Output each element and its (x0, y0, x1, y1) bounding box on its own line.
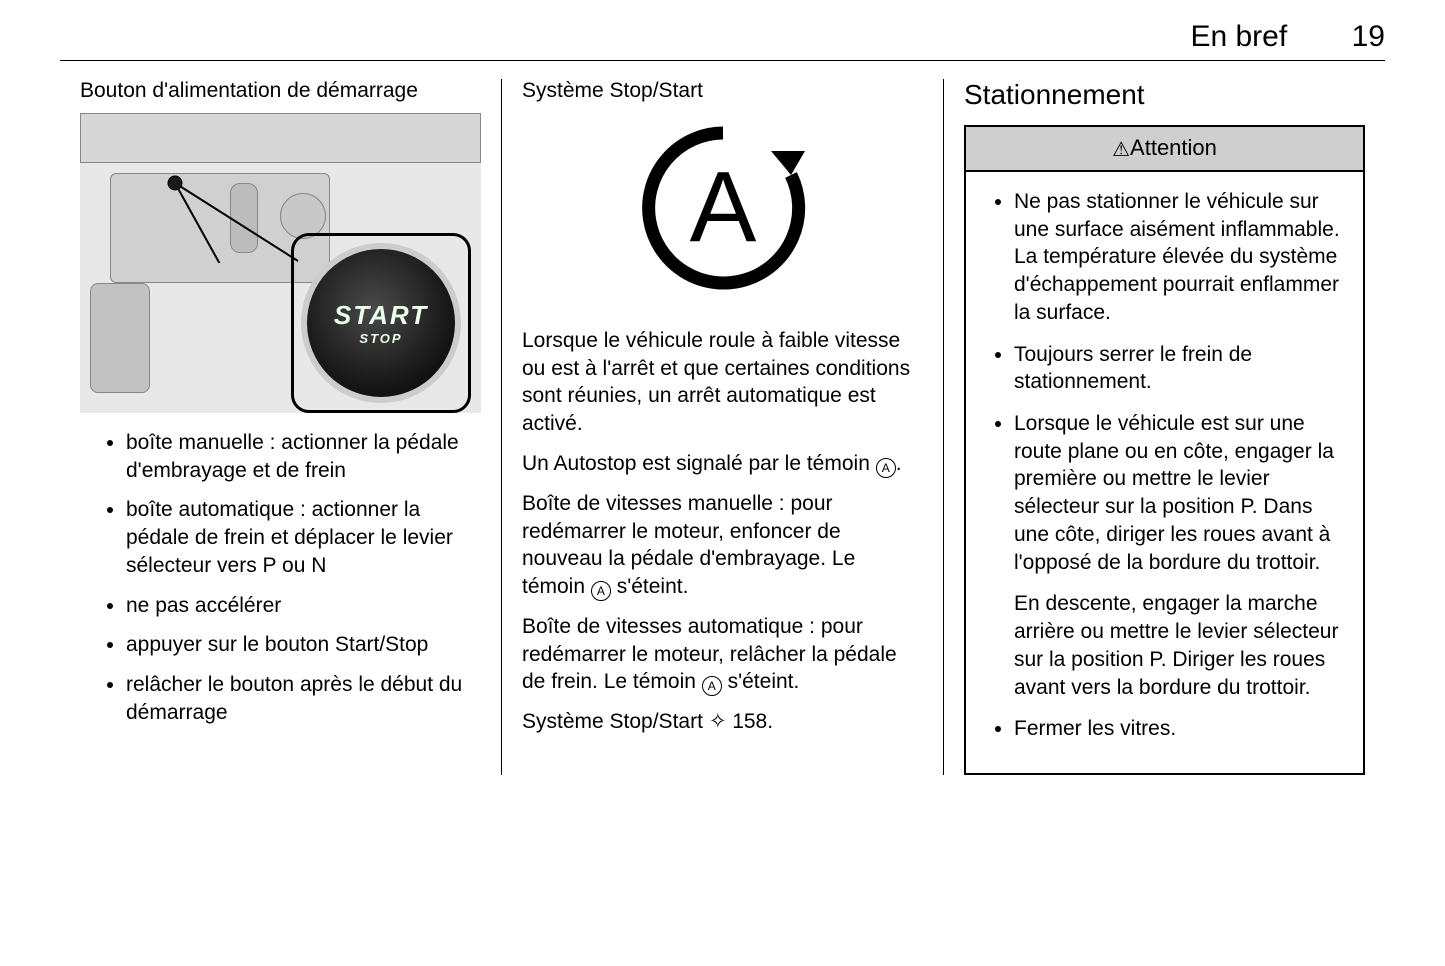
col1-heading: Bouton d'alimentation de démarrage (80, 79, 481, 103)
list-item: Lorsque le véhicule est sur une route pl… (1014, 410, 1349, 701)
attention-heading: ⚠Attention (966, 127, 1363, 172)
autostop-symbol: A (522, 113, 923, 303)
autostop-letter: A (689, 151, 756, 263)
attention-box: ⚠Attention Ne pas stationner le véhicule… (964, 125, 1365, 775)
attention-body: Ne pas stationner le véhicule sur une su… (966, 172, 1363, 773)
column-parking: Stationnement ⚠Attention Ne pas stationn… (943, 79, 1385, 775)
section-title: En bref (1190, 20, 1287, 54)
start-label: START (334, 300, 428, 331)
text: s'éteint. (611, 575, 689, 598)
text: . (767, 710, 773, 733)
attention-list: Ne pas stationner le véhicule sur une su… (980, 188, 1349, 743)
warning-triangle-icon: ⚠ (1112, 139, 1130, 161)
col3-heading: Stationnement (964, 79, 1365, 111)
text: En descente, engager la marche arrière o… (1014, 590, 1349, 701)
text: Un Autostop est signalé par le témoin (522, 452, 876, 475)
autostop-inline-icon: A (702, 676, 722, 696)
start-button-illustration: START STOP (80, 113, 481, 413)
paragraph: Un Autostop est signalé par le témoin A. (522, 450, 923, 478)
column-stop-start: Système Stop/Start A Lorsque le véhicule… (501, 79, 943, 775)
paragraph: Boîte de vitesses manuelle : pour redéma… (522, 490, 923, 601)
list-item: boîte automatique : actionner la pédale … (126, 496, 481, 579)
text: . (896, 452, 902, 475)
autostop-inline-icon: A (876, 458, 896, 478)
page-header: En bref 19 (60, 20, 1385, 61)
col1-list: boîte manuelle : actionner la pédale d'e… (80, 429, 481, 726)
list-item: boîte manuelle : actionner la pédale d'e… (126, 429, 481, 484)
text: Boîte de vitesses manuelle : pour redéma… (522, 492, 855, 598)
text: s'éteint. (722, 670, 800, 693)
list-item: relâcher le bouton après le début du dém… (126, 671, 481, 726)
autostop-icon: A (623, 113, 823, 303)
col2-heading: Système Stop/Start (522, 79, 923, 103)
paragraph: Boîte de vitesses automatique : pour red… (522, 613, 923, 696)
engine-start-stop-button-icon: START STOP (301, 243, 461, 403)
stop-label: STOP (359, 331, 402, 346)
three-column-layout: Bouton d'alimentation de démarrage START… (60, 79, 1385, 775)
paragraph: Lorsque le véhicule roule à faible vites… (522, 327, 923, 438)
attention-label: Attention (1130, 135, 1217, 160)
list-item: appuyer sur le bouton Start/Stop (126, 631, 481, 659)
text: Lorsque le véhicule est sur une route pl… (1014, 412, 1334, 574)
autostop-inline-icon: A (591, 581, 611, 601)
page-ref-icon: ✧ (709, 708, 727, 736)
page-number: 19 (1352, 20, 1385, 54)
text: Système Stop/Start (522, 710, 709, 733)
list-item: Ne pas stationner le véhicule sur une su… (1014, 188, 1349, 327)
page-ref-number: 158 (732, 710, 767, 733)
paragraph-crossref: Système Stop/Start ✧ 158. (522, 708, 923, 736)
list-item: Fermer les vitres. (1014, 715, 1349, 743)
list-item: Toujours serrer le frein de stationnemen… (1014, 341, 1349, 396)
column-start-button: Bouton d'alimentation de démarrage START… (60, 79, 501, 775)
list-item: ne pas accélérer (126, 592, 481, 620)
